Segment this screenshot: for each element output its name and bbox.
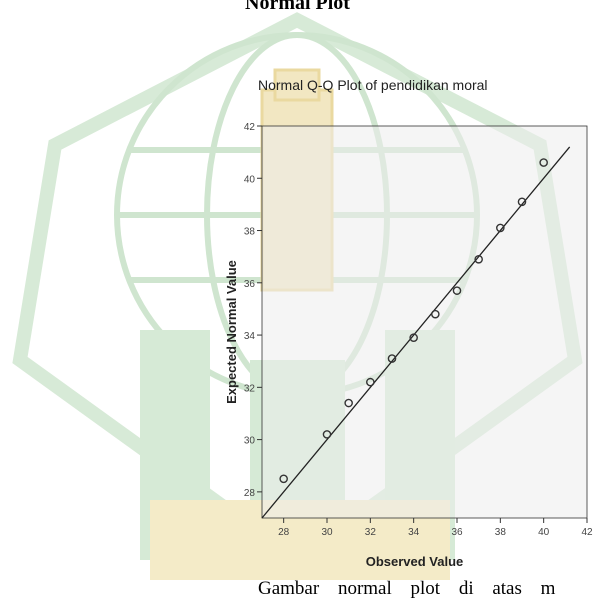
data-point [452,286,462,295]
y-tick-label: 34 [244,331,256,342]
x-tick-label: 42 [581,527,593,538]
data-point [539,158,548,167]
y-tick-label: 32 [244,383,256,394]
x-tick-label: 30 [321,527,333,538]
y-tick-label: 30 [244,436,256,447]
chart-title: Normal Q-Q Plot of pendidikan moral [258,77,488,93]
y-tick-label: 36 [244,279,256,290]
data-point [496,223,505,233]
data-point [322,430,332,439]
y-axis-label: Expected Normal Value [224,260,239,404]
data-point [474,254,483,264]
y-tick-label: 40 [244,174,256,185]
x-axis-label: Observed Value [366,554,464,569]
data-point [344,398,353,408]
data-point [387,354,397,363]
y-tick-label: 38 [244,227,256,238]
x-tick-label: 38 [495,527,507,538]
x-tick-label: 32 [365,527,377,538]
section-heading: Normal Plot [245,0,350,14]
data-point [517,197,527,207]
x-tick-label: 36 [451,527,463,538]
y-axis: 28 30 32 34 36 38 40 42 [244,122,262,499]
y-tick-label: 42 [244,122,256,133]
y-tick-label: 28 [244,488,256,499]
reference-line [261,146,571,519]
body-text: Gambar normal plot di atas m [258,578,556,599]
x-tick-label: 34 [408,527,420,538]
points-group [279,158,548,484]
x-axis: 28 30 32 34 36 38 40 42 [278,518,593,538]
data-point [409,333,418,342]
data-point [431,309,440,319]
reference-line-group [261,146,571,519]
data-point [366,377,375,387]
x-tick-label: 28 [278,527,290,538]
x-tick-label: 40 [538,527,550,538]
data-point [279,474,288,484]
